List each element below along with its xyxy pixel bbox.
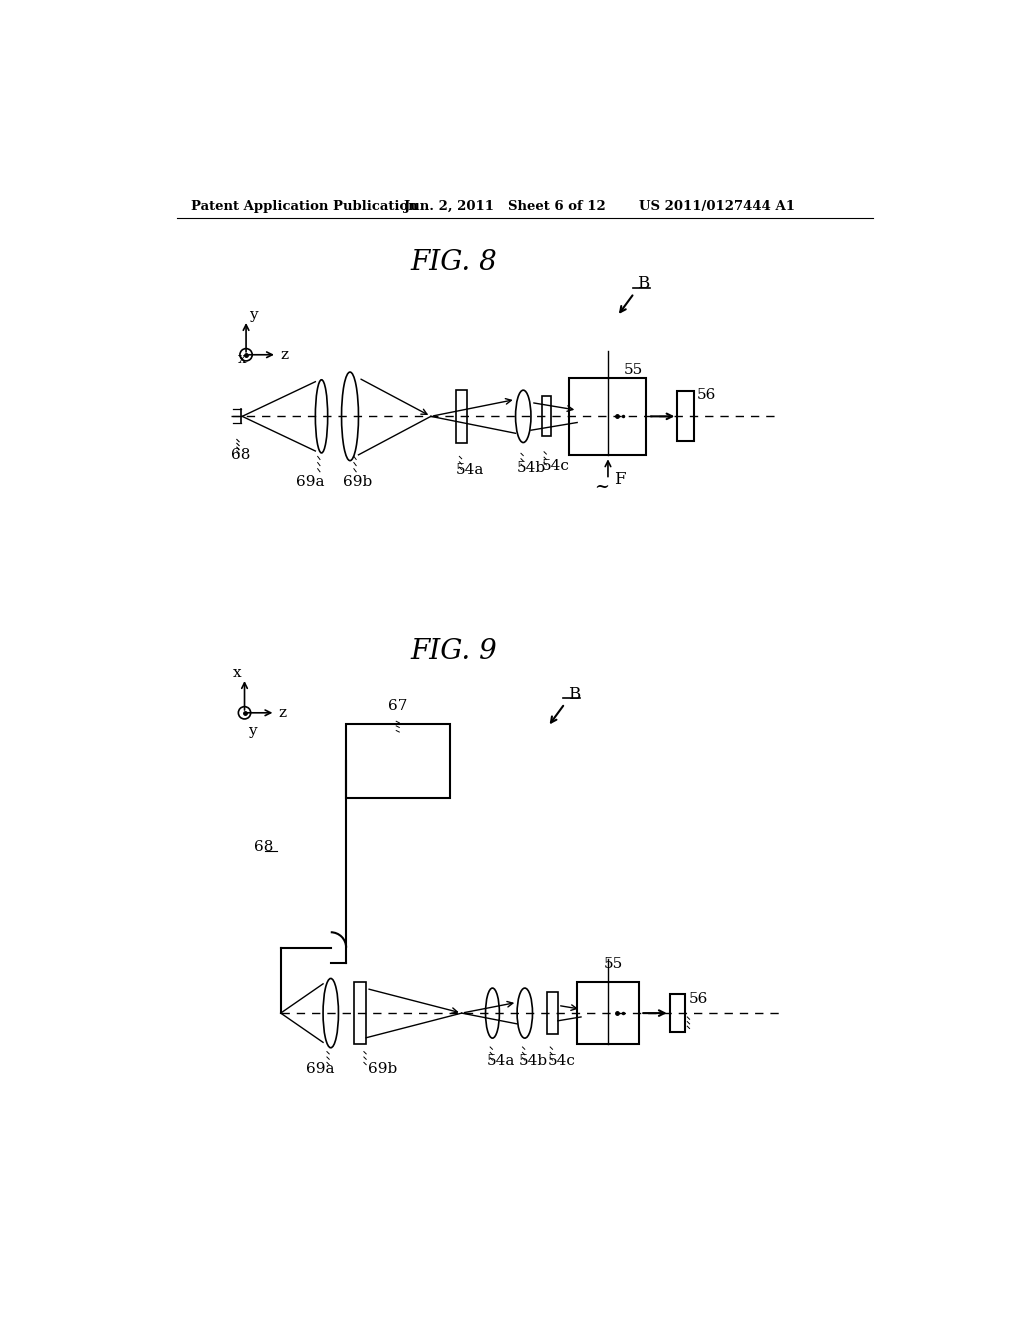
Text: Sheet 6 of 12: Sheet 6 of 12 xyxy=(508,199,605,213)
Bar xyxy=(547,991,558,1034)
Text: 55: 55 xyxy=(604,957,624,972)
Text: FIG. 8: FIG. 8 xyxy=(411,249,498,276)
Text: 68: 68 xyxy=(231,447,251,462)
Text: x: x xyxy=(238,351,247,366)
Text: Patent Application Publication: Patent Application Publication xyxy=(190,199,418,213)
Bar xyxy=(354,982,367,1044)
Bar xyxy=(670,994,685,1032)
Text: y: y xyxy=(249,308,258,322)
Text: FIG. 9: FIG. 9 xyxy=(411,638,498,665)
Text: 54c: 54c xyxy=(542,459,569,474)
Text: B: B xyxy=(637,276,649,293)
Text: x: x xyxy=(232,665,242,680)
Text: 54a: 54a xyxy=(456,463,484,477)
Text: 56: 56 xyxy=(689,993,709,1006)
Bar xyxy=(542,396,551,437)
Text: 54b: 54b xyxy=(517,461,546,475)
Text: 67: 67 xyxy=(388,700,408,714)
Bar xyxy=(677,391,694,441)
Text: 56: 56 xyxy=(696,388,716,403)
Text: z: z xyxy=(280,347,288,362)
Text: US 2011/0127444 A1: US 2011/0127444 A1 xyxy=(639,199,795,213)
Text: B: B xyxy=(568,686,581,702)
Text: z: z xyxy=(279,706,287,719)
Text: ~: ~ xyxy=(595,478,609,496)
Text: 69b: 69b xyxy=(343,475,373,488)
Text: 54b: 54b xyxy=(518,1055,548,1068)
Text: 54c: 54c xyxy=(548,1055,575,1068)
Text: 54a: 54a xyxy=(486,1055,515,1068)
Text: y: y xyxy=(249,723,257,738)
Bar xyxy=(578,982,639,1044)
Text: F: F xyxy=(614,471,626,488)
Bar xyxy=(457,391,467,442)
Text: 68: 68 xyxy=(254,841,273,854)
Bar xyxy=(569,378,646,455)
Text: 55: 55 xyxy=(624,363,643,378)
Text: 69a: 69a xyxy=(306,1063,334,1076)
Bar xyxy=(346,725,451,797)
Text: 69b: 69b xyxy=(368,1063,397,1076)
Text: Jun. 2, 2011: Jun. 2, 2011 xyxy=(403,199,494,213)
Text: 69a: 69a xyxy=(297,475,325,488)
